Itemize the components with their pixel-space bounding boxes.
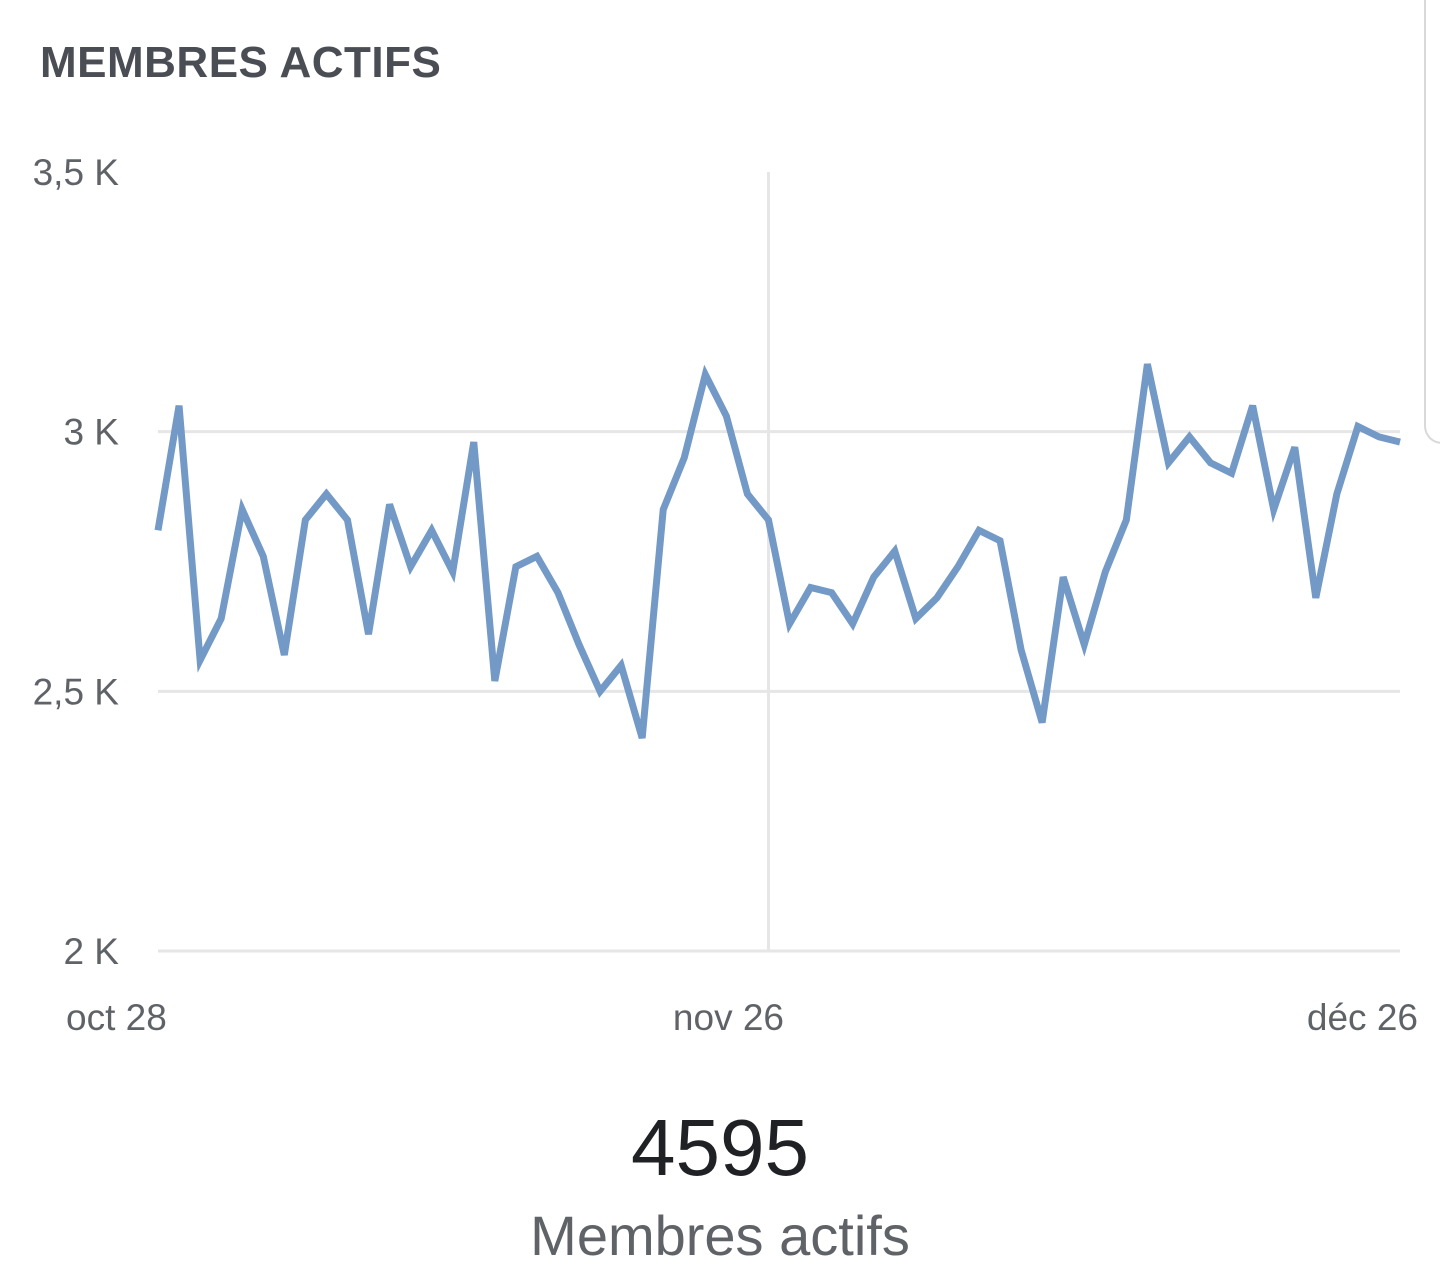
series-line xyxy=(154,363,1401,740)
active-members-chart: 3,5 K 3 K 2,5 K 2 K oct 28 nov 26 déc 26 xyxy=(33,152,1418,1038)
active-members-count: 4595 xyxy=(631,1103,809,1192)
chart-title: MEMBRES ACTIFS xyxy=(40,38,442,87)
x-tick-label: déc 26 xyxy=(1307,997,1418,1038)
line-chart-svg: 3,5 K 3 K 2,5 K 2 K oct 28 nov 26 déc 26 xyxy=(33,152,1418,1038)
y-tick-label: 3 K xyxy=(63,412,119,453)
x-tick-label: oct 28 xyxy=(66,997,167,1038)
active-members-label: Membres actifs xyxy=(530,1204,910,1267)
y-tick-label: 2 K xyxy=(63,931,119,972)
x-tick-label: nov 26 xyxy=(673,997,784,1038)
y-tick-label: 3,5 K xyxy=(33,152,120,193)
y-tick-label: 2,5 K xyxy=(33,671,120,712)
